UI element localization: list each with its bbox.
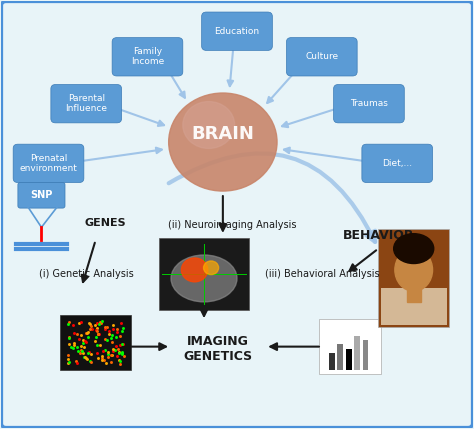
FancyBboxPatch shape — [286, 38, 357, 76]
Text: (iii) Behavioral Analysis: (iii) Behavioral Analysis — [264, 269, 379, 279]
Text: GENES: GENES — [84, 218, 126, 228]
FancyBboxPatch shape — [13, 144, 84, 182]
FancyArrowPatch shape — [169, 154, 375, 242]
Circle shape — [203, 261, 219, 275]
FancyBboxPatch shape — [60, 314, 131, 370]
Text: IMAGING
GENETICS: IMAGING GENETICS — [183, 335, 253, 363]
Circle shape — [169, 93, 277, 191]
Text: Parental
Influence: Parental Influence — [65, 94, 107, 113]
Text: BEHAVIOR: BEHAVIOR — [343, 230, 414, 242]
Text: Family
Income: Family Income — [131, 47, 164, 66]
Bar — [381, 288, 447, 325]
Bar — [337, 344, 343, 370]
Text: Culture: Culture — [305, 52, 338, 61]
FancyBboxPatch shape — [159, 238, 249, 311]
FancyBboxPatch shape — [18, 182, 65, 208]
Text: Education: Education — [214, 27, 260, 36]
Text: Diet,...: Diet,... — [382, 159, 412, 168]
FancyBboxPatch shape — [51, 85, 121, 123]
Ellipse shape — [395, 248, 433, 291]
Bar — [355, 336, 360, 370]
FancyBboxPatch shape — [319, 319, 381, 375]
Text: BRAIN: BRAIN — [191, 124, 254, 142]
Bar — [363, 340, 368, 370]
Bar — [407, 287, 421, 302]
FancyBboxPatch shape — [334, 85, 404, 123]
Text: Prenatal
environment: Prenatal environment — [19, 154, 77, 173]
FancyBboxPatch shape — [378, 230, 449, 327]
Text: SNP: SNP — [30, 190, 53, 200]
Circle shape — [183, 102, 235, 148]
FancyBboxPatch shape — [112, 38, 183, 76]
FancyBboxPatch shape — [362, 144, 433, 182]
Ellipse shape — [394, 234, 434, 263]
Ellipse shape — [171, 255, 237, 302]
Text: (i) Genetic Analysis: (i) Genetic Analysis — [39, 269, 134, 279]
Circle shape — [182, 258, 208, 282]
FancyBboxPatch shape — [201, 12, 273, 50]
Bar — [329, 353, 335, 370]
Text: (ii) Neuroimaging Analysis: (ii) Neuroimaging Analysis — [168, 220, 297, 230]
Text: Traumas: Traumas — [350, 99, 388, 108]
Bar — [346, 349, 352, 370]
